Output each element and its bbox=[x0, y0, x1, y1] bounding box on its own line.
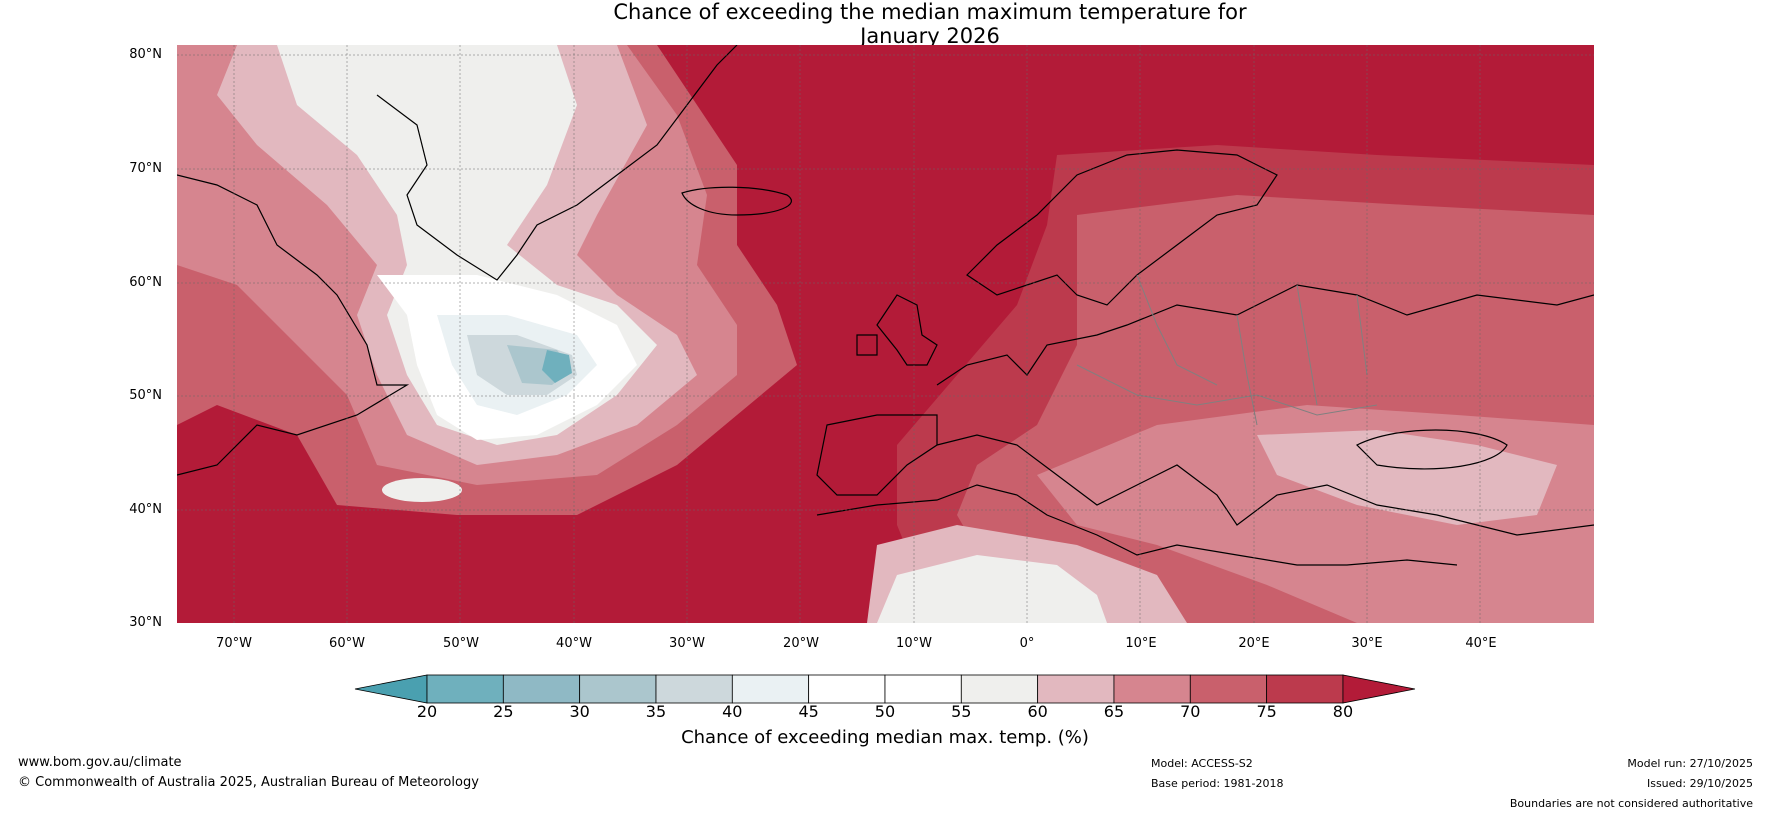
colorbar-tick-25: 25 bbox=[493, 702, 514, 721]
band-20-atlantic bbox=[542, 350, 572, 383]
europe-mainland bbox=[936, 284, 1594, 386]
model-run-text: Model run: 27/10/2025 bbox=[1627, 757, 1753, 770]
graticule bbox=[177, 45, 1594, 623]
colorbar bbox=[350, 674, 1420, 704]
website-link[interactable]: www.bom.gov.au/climate bbox=[18, 755, 182, 770]
lon-label-30w: 30°W bbox=[669, 636, 705, 651]
iceland-coast bbox=[681, 186, 793, 216]
colorbar-tick-35: 35 bbox=[645, 702, 667, 721]
title-line-1: Chance of exceeding the median maximum t… bbox=[613, 0, 1247, 24]
colorbar-tick-40: 40 bbox=[722, 702, 743, 721]
colorbar-extend-high bbox=[1342, 674, 1416, 704]
colorbar-segment-30-35 bbox=[579, 674, 657, 704]
north-africa-coast bbox=[816, 484, 1458, 566]
lon-label-20e: 20°E bbox=[1238, 636, 1270, 651]
lon-label-40e: 40°E bbox=[1465, 636, 1497, 651]
colorbar-tick-80: 80 bbox=[1332, 702, 1354, 721]
model-text: Model: ACCESS-S2 bbox=[1151, 757, 1253, 770]
map-canvas bbox=[177, 45, 1594, 623]
lon-label-0: 0° bbox=[1019, 636, 1035, 651]
lat-label-50n: 50°N bbox=[129, 388, 162, 403]
band-55-africa bbox=[877, 555, 1107, 623]
colorbar-extend-low bbox=[354, 674, 428, 704]
lon-label-70w: 70°W bbox=[216, 636, 252, 651]
colorbar-tick-20: 20 bbox=[416, 702, 438, 721]
colorbar-segment-55-60 bbox=[960, 674, 1039, 704]
colorbar-tick-55: 55 bbox=[951, 702, 972, 721]
lon-label-60w: 60°W bbox=[329, 636, 365, 651]
colorbar-label: Chance of exceeding median max. temp. (%… bbox=[681, 727, 1089, 748]
colorbar-tick-50: 50 bbox=[874, 702, 896, 721]
colorbar-tick-65: 65 bbox=[1103, 702, 1125, 721]
black-sea bbox=[1355, 429, 1508, 470]
lat-label-30n: 30°N bbox=[129, 615, 162, 630]
disclaimer-text: Boundaries are not considered authoritat… bbox=[1509, 797, 1753, 810]
scandinavia-coast bbox=[966, 149, 1278, 306]
colorbar-segment-50-55 bbox=[884, 674, 962, 704]
colorbar-segment-45-50 bbox=[808, 674, 886, 704]
colorbar-tick-60: 60 bbox=[1027, 702, 1048, 721]
band-60-europe bbox=[1257, 430, 1557, 525]
colorbar-tick-30: 30 bbox=[569, 702, 590, 721]
colorbar-segment-25-30 bbox=[502, 674, 581, 704]
lon-label-20w: 20°W bbox=[783, 636, 819, 651]
canada-coast bbox=[177, 174, 410, 476]
white-patch-south bbox=[382, 478, 462, 502]
colorbar-segment-35-40 bbox=[655, 674, 733, 704]
iberia-coast bbox=[816, 414, 938, 496]
borders bbox=[1076, 274, 1378, 426]
title-line-2: January 2026 bbox=[860, 24, 1000, 48]
colorbar-tick-70: 70 bbox=[1180, 702, 1201, 721]
lon-label-10w: 10°W bbox=[896, 636, 932, 651]
lon-label-50w: 50°W bbox=[443, 636, 479, 651]
colorbar-tick-75: 75 bbox=[1256, 702, 1277, 721]
lon-label-40w: 40°W bbox=[556, 636, 592, 651]
colorbar-tick-45: 45 bbox=[798, 702, 819, 721]
colorbar-segment-65-70 bbox=[1113, 674, 1191, 704]
copyright-text: © Commonwealth of Australia 2025, Austra… bbox=[18, 775, 479, 790]
probability-map bbox=[177, 45, 1594, 623]
lat-label-70n: 70°N bbox=[129, 161, 162, 176]
greenland-coast bbox=[376, 45, 738, 281]
colorbar-segment-60-65 bbox=[1037, 674, 1115, 704]
colorbar-segment-70-75 bbox=[1189, 674, 1268, 704]
lon-label-30e: 30°E bbox=[1351, 636, 1383, 651]
lat-label-80n: 80°N bbox=[129, 47, 162, 62]
colorbar-segment-20-25 bbox=[426, 674, 504, 704]
colorbar-segment-75-80 bbox=[1266, 674, 1344, 704]
chart-title: Chance of exceeding the median maximum t… bbox=[530, 0, 1330, 48]
issued-text: Issued: 29/10/2025 bbox=[1646, 777, 1753, 790]
colorbar-svg bbox=[354, 674, 1416, 704]
colorbar-segment-40-45 bbox=[731, 674, 810, 704]
base-period-text: Base period: 1981-2018 bbox=[1151, 777, 1284, 790]
lon-label-10e: 10°E bbox=[1125, 636, 1157, 651]
lat-label-40n: 40°N bbox=[129, 502, 162, 517]
lat-label-60n: 60°N bbox=[129, 275, 162, 290]
british-isles bbox=[856, 294, 938, 366]
